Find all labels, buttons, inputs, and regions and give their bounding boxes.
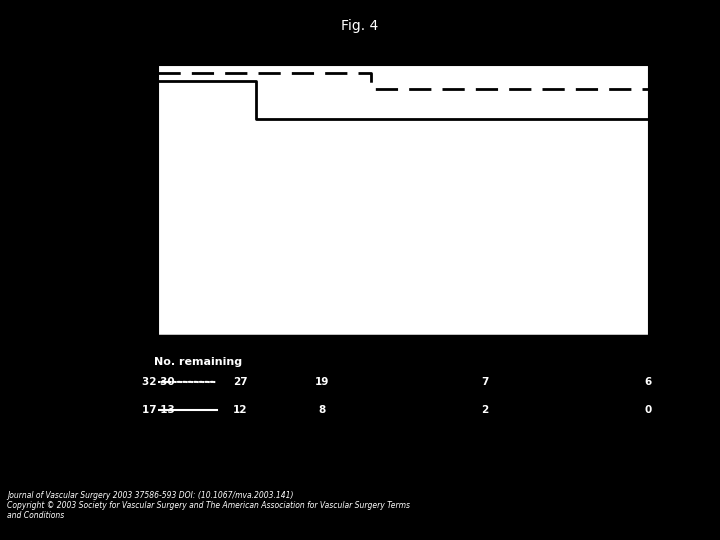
Text: 32 30: 32 30 <box>142 377 175 387</box>
X-axis label: Months: Months <box>378 360 428 374</box>
Text: Copyright © 2003 Society for Vascular Surgery and The American Association for V: Copyright © 2003 Society for Vascular Su… <box>7 501 410 510</box>
Text: Fig. 4: Fig. 4 <box>341 19 379 33</box>
Text: 2: 2 <box>481 405 488 415</box>
Text: 6: 6 <box>644 377 652 387</box>
Y-axis label: Cumulative Secondary Patency: Cumulative Secondary Patency <box>106 102 119 298</box>
Title: Secondary Patency: Secondary Patency <box>307 43 500 60</box>
Text: 0: 0 <box>644 405 652 415</box>
Text: 7: 7 <box>481 377 488 387</box>
Text: 8: 8 <box>318 405 325 415</box>
Text: 27: 27 <box>233 377 247 387</box>
Text: 17 13: 17 13 <box>142 405 175 415</box>
Text: Journal of Vascular Surgery 2003 37586-593 DOI: (10.1067/mva.2003.141): Journal of Vascular Surgery 2003 37586-5… <box>7 490 294 500</box>
Text: and Conditions: and Conditions <box>7 511 65 520</box>
Text: No. remaining: No. remaining <box>153 357 242 367</box>
Text: 12: 12 <box>233 405 247 415</box>
Text: 19: 19 <box>315 377 329 387</box>
